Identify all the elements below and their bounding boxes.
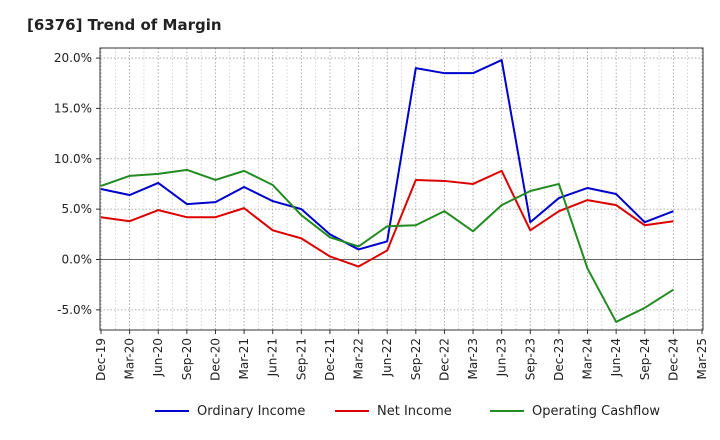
- x-tick-label: Dec-22: [437, 338, 451, 381]
- y-tick-label: 10.0%: [54, 152, 92, 166]
- x-tick-label: Jun-20: [151, 338, 165, 377]
- x-tick-label: Mar-24: [581, 338, 595, 379]
- legend-label: Operating Cashflow: [532, 404, 660, 419]
- series-line-net-income: [100, 169, 674, 268]
- y-tick-label: 0.0%: [62, 253, 93, 267]
- x-tick-label: Dec-23: [552, 338, 566, 381]
- grid-layer: [100, 48, 703, 330]
- x-tick-label: Sep-23: [523, 338, 537, 380]
- plot-border: [99, 47, 704, 331]
- x-tick-label: Sep-21: [294, 338, 308, 380]
- x-tick-label: Dec-24: [666, 338, 680, 381]
- x-tick-label: Dec-21: [323, 338, 337, 381]
- y-tick-label: -5.0%: [57, 303, 92, 317]
- chart-title: [6376] Trend of Margin: [27, 16, 222, 34]
- x-tick-label: Jun-22: [380, 338, 394, 377]
- x-tick-label: Mar-25: [695, 338, 709, 379]
- x-tick-label: Sep-20: [180, 338, 194, 380]
- x-tick-label: Dec-20: [208, 338, 222, 381]
- x-tick-label: Jun-21: [266, 338, 280, 377]
- x-tick-label: Mar-23: [466, 338, 480, 379]
- x-tick-label: Sep-24: [638, 338, 652, 380]
- x-tick-label: Sep-22: [409, 338, 423, 380]
- legend-label: Net Income: [377, 404, 452, 419]
- x-tick-label: Mar-22: [352, 338, 366, 379]
- y-tick-label: 5.0%: [62, 202, 93, 216]
- axis-layer: -5.0% 0.0% 5.0% 10.0% 15.0% 20.0% Dec-19 Mar-20…: [54, 47, 709, 381]
- x-tick-label: Mar-21: [237, 338, 251, 379]
- series-line-ordinary-income: [100, 59, 674, 251]
- legend-label: Ordinary Income: [197, 404, 305, 419]
- legend: Ordinary Income Net Income Operating Cashf…: [155, 404, 660, 419]
- series-layer: [100, 59, 674, 323]
- x-tick-label: Jun-23: [495, 338, 509, 377]
- y-tick-label: 15.0%: [54, 101, 92, 115]
- x-tick-label: Mar-20: [123, 338, 137, 379]
- y-tick-label: 20.0%: [54, 51, 92, 65]
- x-tick-label: Jun-24: [609, 338, 623, 377]
- x-tick-label: Dec-19: [94, 338, 108, 381]
- series-line-operating-cashflow: [100, 168, 674, 323]
